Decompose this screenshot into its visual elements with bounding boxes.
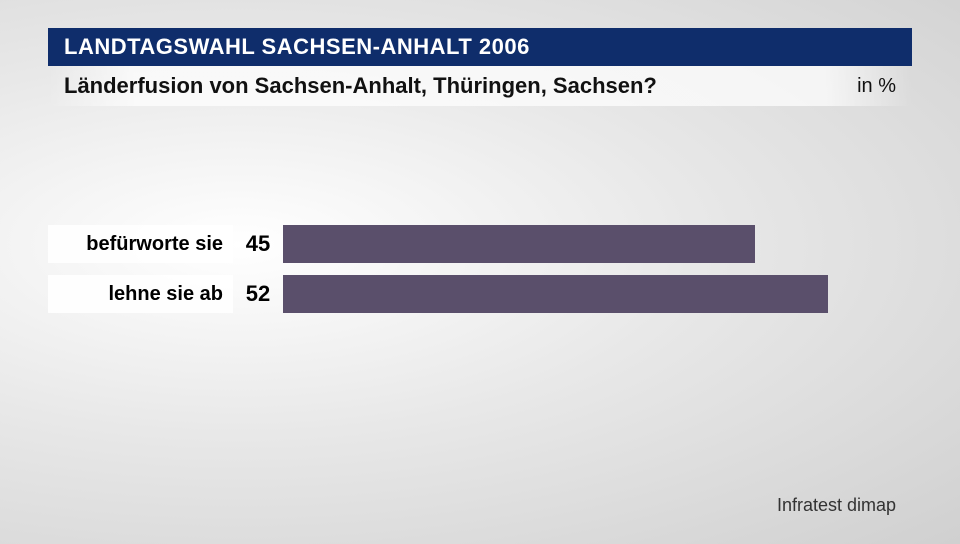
chart-area: befürworte sie 45 lehne sie ab 52 xyxy=(48,225,912,325)
subheader: Länderfusion von Sachsen-Anhalt, Thüring… xyxy=(48,66,912,106)
bar-value: 52 xyxy=(233,281,283,307)
header-bar: LANDTAGSWAHL SACHSEN-ANHALT 2006 xyxy=(48,28,912,66)
bar-value: 45 xyxy=(233,231,283,257)
bar-track xyxy=(283,225,912,263)
bar-fill xyxy=(283,225,755,263)
subheader-title: Länderfusion von Sachsen-Anhalt, Thüring… xyxy=(64,73,657,99)
subheader-unit: in % xyxy=(857,75,896,98)
bar-label: lehne sie ab xyxy=(48,275,233,313)
source-attribution: Infratest dimap xyxy=(777,495,896,516)
bar-row: lehne sie ab 52 xyxy=(48,275,912,313)
bar-fill xyxy=(283,275,828,313)
bar-track xyxy=(283,275,912,313)
header-title: LANDTAGSWAHL SACHSEN-ANHALT 2006 xyxy=(64,34,530,60)
bar-label: befürworte sie xyxy=(48,225,233,263)
bar-row: befürworte sie 45 xyxy=(48,225,912,263)
